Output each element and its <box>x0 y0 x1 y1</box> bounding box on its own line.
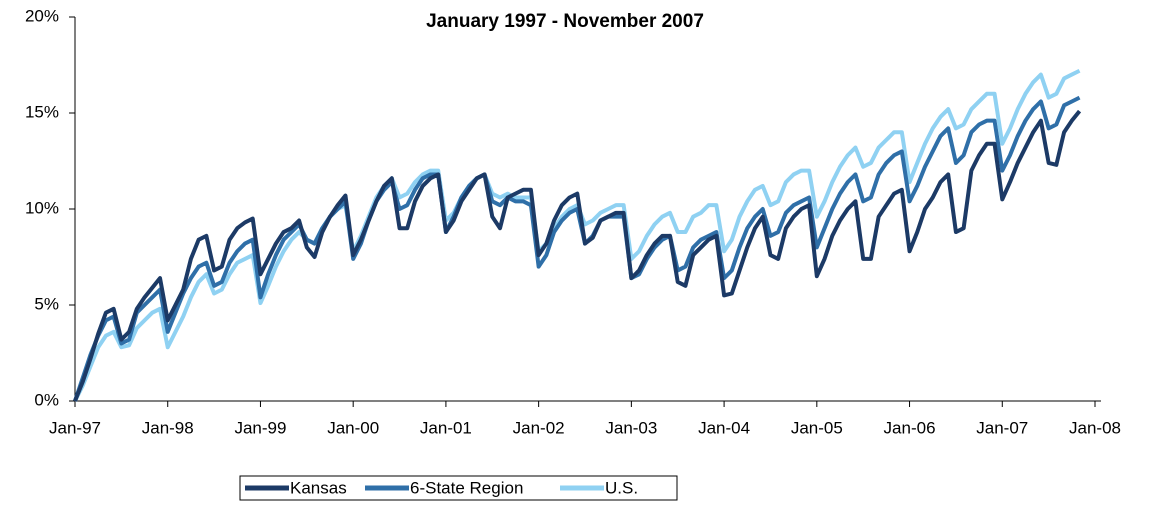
y-tick-label: 20% <box>25 6 59 25</box>
x-tick-label: Jan-98 <box>142 418 194 437</box>
x-tick-label: Jan-01 <box>420 418 472 437</box>
x-tick-label: Jan-08 <box>1069 418 1121 437</box>
x-tick-label: Jan-00 <box>327 418 379 437</box>
x-tick-label: Jan-99 <box>234 418 286 437</box>
series-line <box>73 109 1082 402</box>
x-tick-label: Jan-97 <box>49 418 101 437</box>
legend-box <box>239 475 678 501</box>
x-tick-label: Jan-02 <box>513 418 565 437</box>
y-tick-label: 15% <box>25 102 59 121</box>
y-tick-label: 10% <box>25 198 59 217</box>
y-tick-label: 0% <box>34 390 59 409</box>
y-tick-label: 5% <box>34 294 59 313</box>
legend-label: Kansas <box>290 478 347 497</box>
chart-title: January 1997 - November 2007 <box>426 11 704 32</box>
legend-label: 6-State Region <box>410 478 523 497</box>
series-line <box>73 95 1081 402</box>
x-tick-label: Jan-07 <box>976 418 1028 437</box>
series-line <box>73 68 1081 402</box>
x-tick-label: Jan-03 <box>605 418 657 437</box>
x-tick-label: Jan-05 <box>791 418 843 437</box>
x-tick-label: Jan-06 <box>884 418 936 437</box>
legend-label: U.S. <box>605 478 638 497</box>
x-tick-label: Jan-04 <box>698 418 750 437</box>
